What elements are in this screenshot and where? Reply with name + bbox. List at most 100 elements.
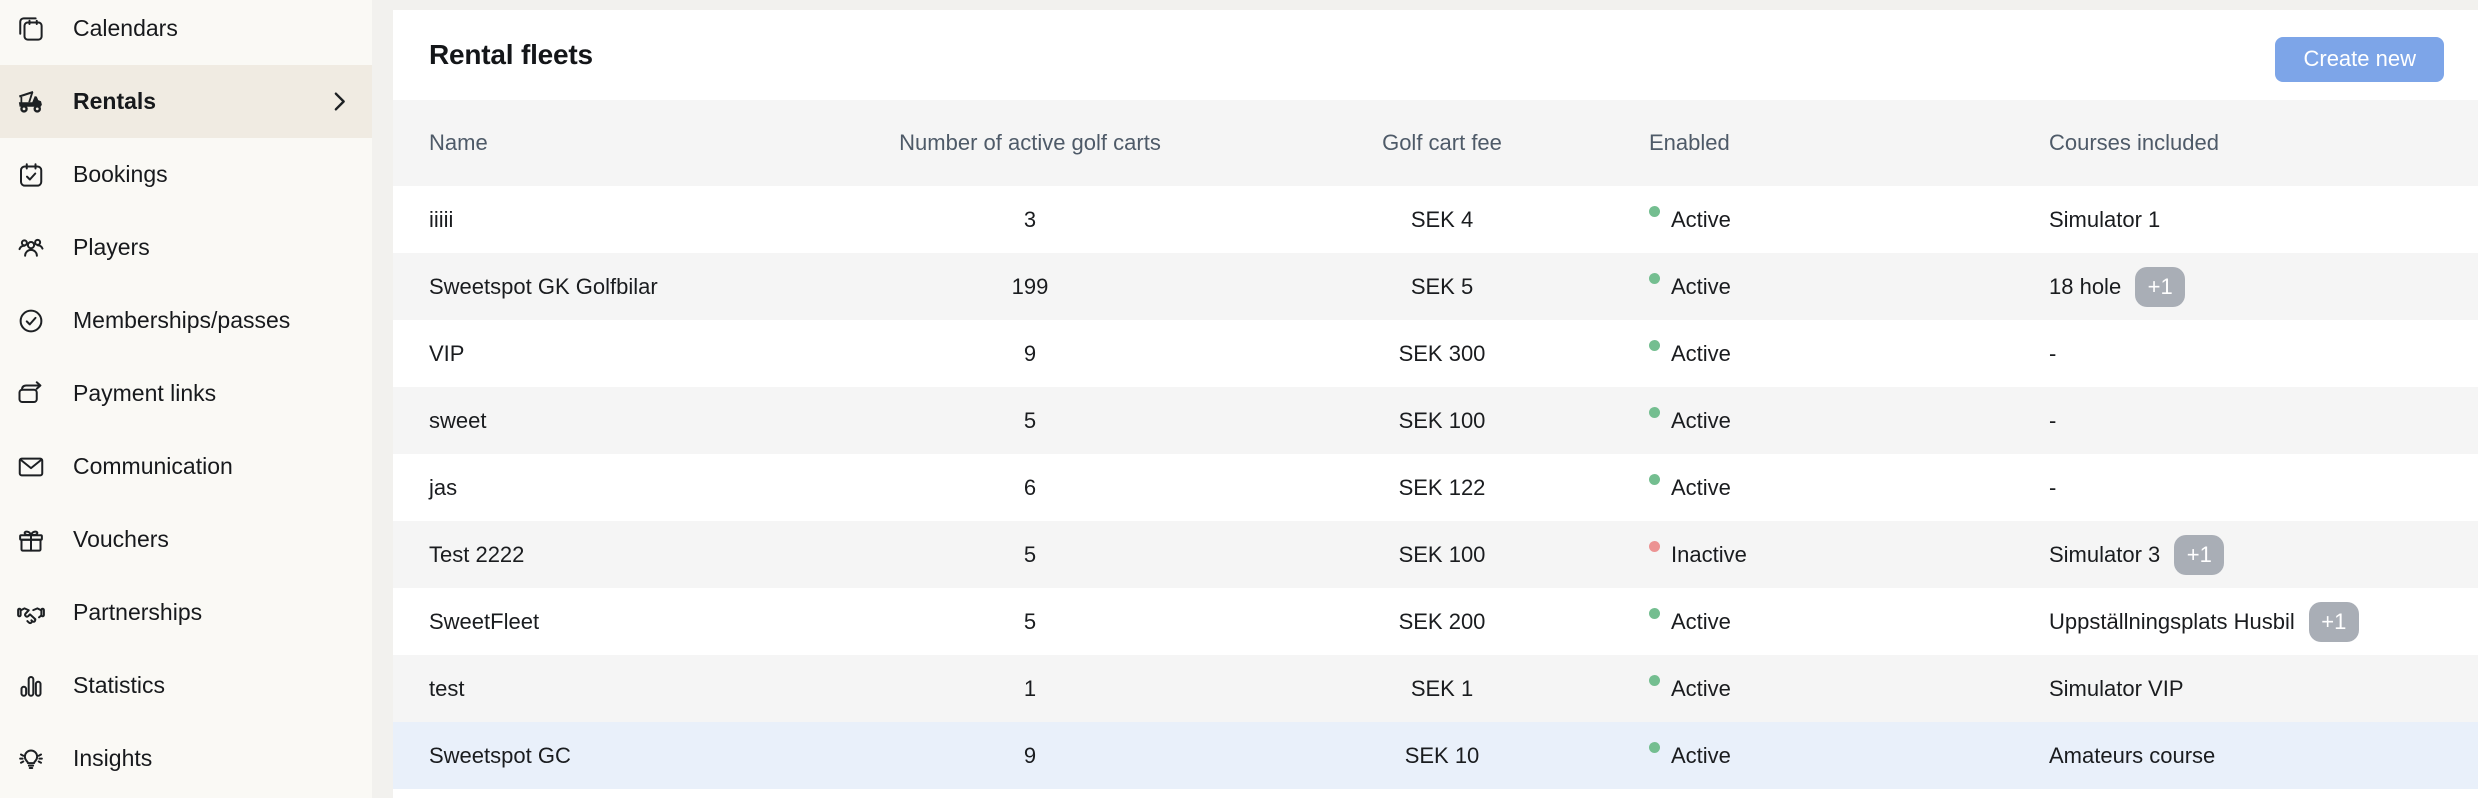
partnerships-icon [16, 598, 46, 628]
sidebar-item-communication[interactable]: Communication [0, 430, 372, 503]
cell-courses: Simulator 1 [2049, 207, 2478, 233]
table-row[interactable]: Test 2222 5 SEK 100 Inactive Simulator 3… [393, 521, 2478, 588]
sidebar-item-label: Payment links [73, 380, 217, 406]
cell-enabled: Active [1649, 608, 2049, 635]
table-row[interactable]: VIP 9 SEK 300 Active - [393, 320, 2478, 387]
status-dot-icon [1649, 340, 1660, 351]
courses-extra-badge: +1 [2174, 534, 2225, 575]
table-row[interactable]: SweetFleet 5 SEK 200 Active Uppställning… [393, 588, 2478, 655]
cell-name: Test 2222 [429, 541, 525, 567]
sidebar-item-bookings[interactable]: Bookings [0, 138, 372, 211]
cell-fee: SEK 10 [1404, 742, 1480, 768]
statistics-icon [16, 671, 46, 701]
cell-active-carts: 5 [1023, 541, 1037, 567]
courses-label: Simulator VIP [2049, 675, 2184, 701]
sidebar-item-partnerships[interactable]: Partnerships [0, 576, 372, 649]
players-icon [16, 233, 46, 263]
cell-name: Sweetspot GK Golfbilar [429, 273, 658, 299]
bookings-icon [16, 160, 46, 190]
sidebar-item-memberships-passes[interactable]: Memberships/passes [0, 284, 372, 357]
column-header-fee: Golf cart fee [1382, 130, 1502, 155]
cell-fee: SEK 122 [1398, 474, 1486, 500]
table-row[interactable]: iiiii 3 SEK 4 Active Simulator 1 [393, 186, 2478, 253]
table-row[interactable]: jas 6 SEK 122 Active - [393, 454, 2478, 521]
cell-name: SweetFleet [429, 608, 540, 634]
courses-extra-badge: +1 [2135, 266, 2186, 307]
status-label: Inactive [1671, 541, 1747, 567]
status-dot-icon [1649, 608, 1660, 619]
courses-label: 18 hole [2049, 273, 2122, 299]
status-label: Active [1671, 474, 1731, 500]
cell-name: Sweetspot GC [429, 742, 571, 768]
page-title: Rental fleets [429, 39, 593, 70]
cell-active-carts: 5 [1023, 608, 1037, 634]
cell-fee: SEK 300 [1398, 340, 1486, 366]
cell-active-carts: 199 [1011, 273, 1049, 299]
cell-active-carts: 6 [1023, 474, 1037, 500]
status-dot-icon [1649, 407, 1660, 418]
sidebar: Calendars Rentals Bookings Players Membe… [0, 0, 372, 798]
cell-enabled: Inactive [1649, 541, 2049, 568]
table-row[interactable]: Sweetspot GC 9 SEK 10 Active Amateurs co… [393, 722, 2478, 789]
calendars-icon [16, 14, 46, 44]
sidebar-item-label: Players [73, 234, 150, 260]
status-label: Active [1671, 608, 1731, 634]
courses-extra-badge: +1 [2308, 601, 2359, 642]
vouchers-icon [16, 525, 46, 555]
status-label: Active [1671, 340, 1731, 366]
courses-label: Simulator 1 [2049, 206, 2161, 232]
cell-enabled: Active [1649, 273, 2049, 300]
cell-courses: Simulator 3 +1 [2049, 534, 2478, 575]
sidebar-item-label: Statistics [73, 672, 166, 698]
status-dot-icon [1649, 742, 1660, 753]
cell-fee: SEK 4 [1410, 206, 1474, 232]
column-header-carts: Number of active golf carts [899, 130, 1161, 155]
sidebar-item-label: Rentals [73, 88, 157, 114]
cell-active-carts: 9 [1023, 742, 1037, 768]
cell-name: VIP [429, 340, 465, 366]
create-new-button[interactable]: Create new [2275, 36, 2444, 82]
sidebar-item-calendars[interactable]: Calendars [0, 0, 372, 65]
cell-name: test [429, 675, 465, 701]
sidebar-item-label: Memberships/passes [73, 307, 291, 333]
sidebar-item-label: Insights [73, 745, 153, 771]
column-header-enabled: Enabled [1649, 130, 1730, 155]
courses-label: Amateurs course [2049, 742, 2216, 768]
sidebar-item-rentals[interactable]: Rentals [0, 65, 372, 138]
sidebar-item-statistics[interactable]: Statistics [0, 649, 372, 722]
sidebar-item-label: Bookings [73, 161, 168, 187]
cell-enabled: Active [1649, 474, 2049, 501]
sidebar-item-label: Calendars [73, 15, 178, 41]
status-label: Active [1671, 407, 1731, 433]
courses-label: - [2049, 407, 2057, 433]
cell-enabled: Active [1649, 206, 2049, 233]
cell-courses: - [2049, 408, 2478, 434]
table-row[interactable]: sweet 5 SEK 100 Active - [393, 387, 2478, 454]
sidebar-item-vouchers[interactable]: Vouchers [0, 503, 372, 576]
column-header-name: Name [429, 130, 488, 155]
table-header-row: Name Number of active golf carts Golf cart… [393, 100, 2478, 186]
cell-courses: - [2049, 475, 2478, 501]
payment-links-icon [16, 379, 46, 409]
status-dot-icon [1649, 474, 1660, 485]
page-header: Rental fleets Create new [393, 10, 2478, 100]
courses-label: - [2049, 340, 2057, 366]
cell-courses: Amateurs course [2049, 743, 2478, 769]
sidebar-item-insights[interactable]: Insights [0, 722, 372, 795]
cell-courses: Uppställningsplats Husbil +1 [2049, 601, 2478, 642]
table-body: iiiii 3 SEK 4 Active Simulator 1 Sweetsp… [393, 186, 2478, 789]
sidebar-item-payment-links[interactable]: Payment links [0, 357, 372, 430]
content-card: Rental fleets Create new Name Number of a… [393, 10, 2478, 798]
insights-icon [16, 744, 46, 774]
courses-label: Simulator 3 [2049, 541, 2161, 567]
sidebar-list: Calendars Rentals Bookings Players Membe… [0, 0, 372, 795]
table-row[interactable]: test 1 SEK 1 Active Simulator VIP [393, 655, 2478, 722]
cell-fee: SEK 200 [1398, 608, 1486, 634]
sidebar-item-label: Partnerships [73, 599, 203, 625]
cell-enabled: Active [1649, 675, 2049, 702]
sidebar-item-players[interactable]: Players [0, 211, 372, 284]
table-row[interactable]: Sweetspot GK Golfbilar 199 SEK 5 Active … [393, 253, 2478, 320]
cell-fee: SEK 100 [1398, 407, 1486, 433]
cell-name: sweet [429, 407, 487, 433]
